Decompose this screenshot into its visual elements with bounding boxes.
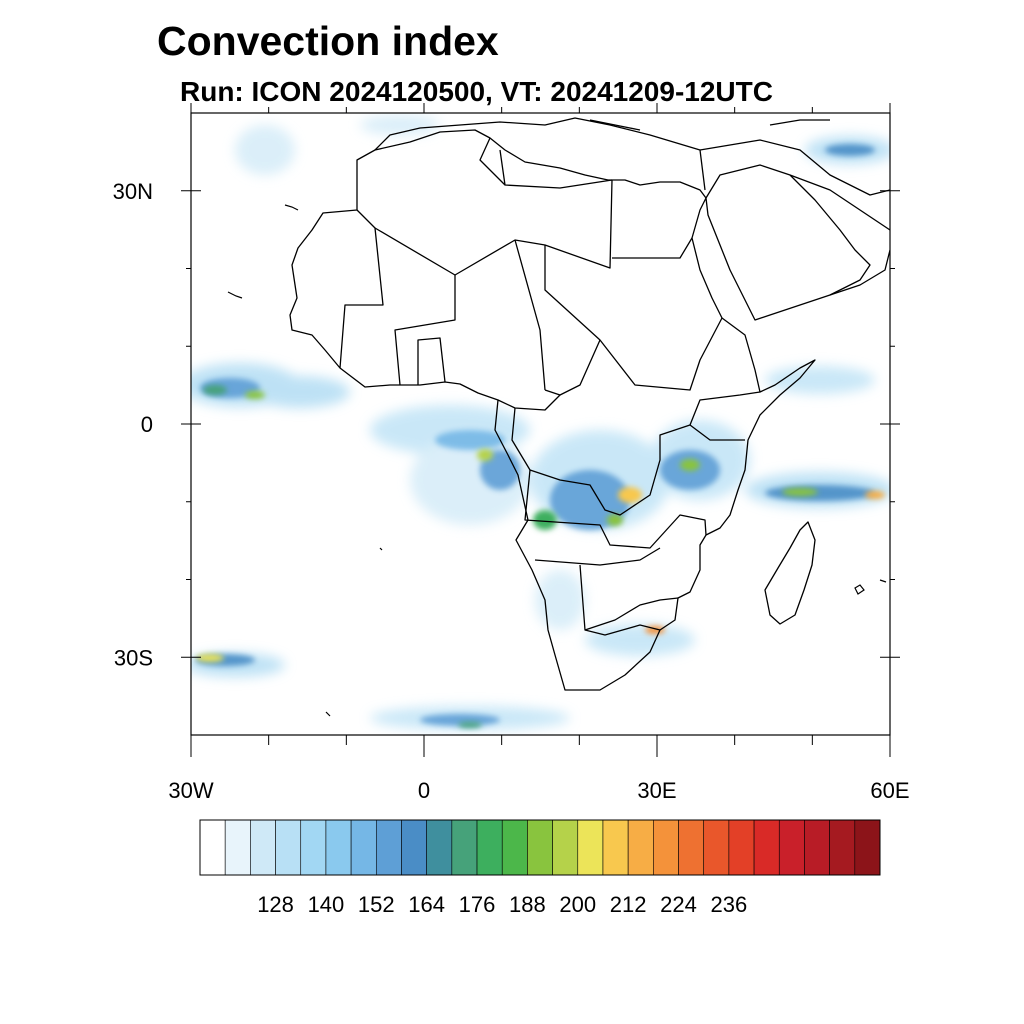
colorbar-tick-label: 212 [610, 892, 647, 917]
lat-tick-label: 30S [114, 645, 153, 670]
colorbar-swatch [224, 819, 251, 876]
colorbar-swatch [476, 819, 503, 876]
colorbar-swatch [250, 819, 276, 876]
colorbar-swatch [728, 819, 755, 876]
axis-ticks [181, 103, 900, 757]
map-panel [191, 115, 890, 730]
colorbar-swatch [325, 819, 352, 876]
colorbar-swatch [527, 819, 553, 876]
colorbar-tick-label: 176 [459, 892, 496, 917]
colorbar [199, 819, 881, 876]
colorbar-swatch [501, 819, 528, 876]
colorbar-tick-label: 236 [711, 892, 748, 917]
colorbar-swatch [350, 819, 377, 876]
colorbar-swatch [804, 819, 830, 876]
colorbar-tick-label: 200 [559, 892, 596, 917]
colorbar-swatch [778, 819, 805, 876]
colorbar-swatch [602, 819, 629, 876]
colorbar-swatch [401, 819, 427, 876]
colorbar-swatch [703, 819, 730, 876]
lat-tick-label: 30N [113, 179, 153, 204]
lon-tick-label: 60E [870, 778, 909, 803]
colorbar-swatch [375, 819, 402, 876]
colorbar-tick-label: 224 [660, 892, 697, 917]
colorbar-swatch [451, 819, 478, 876]
lat-tick-label: 0 [141, 412, 153, 437]
chart-title: Convection index [157, 18, 499, 64]
colorbar-tick-label: 140 [308, 892, 345, 917]
colorbar-swatch [300, 819, 327, 876]
colorbar-tick-label: 164 [408, 892, 445, 917]
colorbar-labels: 128 140 152 164 176 188 200 212 224 236 [257, 892, 747, 917]
lon-tick-label: 0 [418, 778, 430, 803]
lon-tick-label: 30E [637, 778, 676, 803]
lon-tick-label: 30W [168, 778, 213, 803]
colorbar-swatch [829, 819, 856, 876]
colorbar-swatch [275, 819, 302, 876]
latitude-labels: 30N 0 30S [113, 179, 153, 671]
colorbar-swatch [426, 819, 453, 876]
colorbar-tick-label: 128 [257, 892, 294, 917]
longitude-labels: 30W 0 30E 60E [168, 778, 909, 803]
colorbar-swatch [552, 819, 579, 876]
colorbar-swatch [653, 819, 679, 876]
small-islands [227, 204, 887, 717]
colorbar-swatch [627, 819, 654, 876]
colorbar-swatch [854, 819, 881, 876]
colorbar-frame [199, 819, 881, 876]
country-boundaries [289, 117, 890, 691]
map-frame [190, 112, 891, 736]
convection-field [191, 115, 890, 730]
colorbar-swatch [199, 819, 226, 876]
colorbar-swatch [678, 819, 705, 876]
colorbar-swatch [577, 819, 604, 876]
colorbar-tick-label: 152 [358, 892, 395, 917]
colorbar-tick-label: 188 [509, 892, 546, 917]
colorbar-swatch [753, 819, 780, 876]
chart-subtitle: Run: ICON 2024120500, VT: 20241209-12UTC [180, 76, 773, 107]
